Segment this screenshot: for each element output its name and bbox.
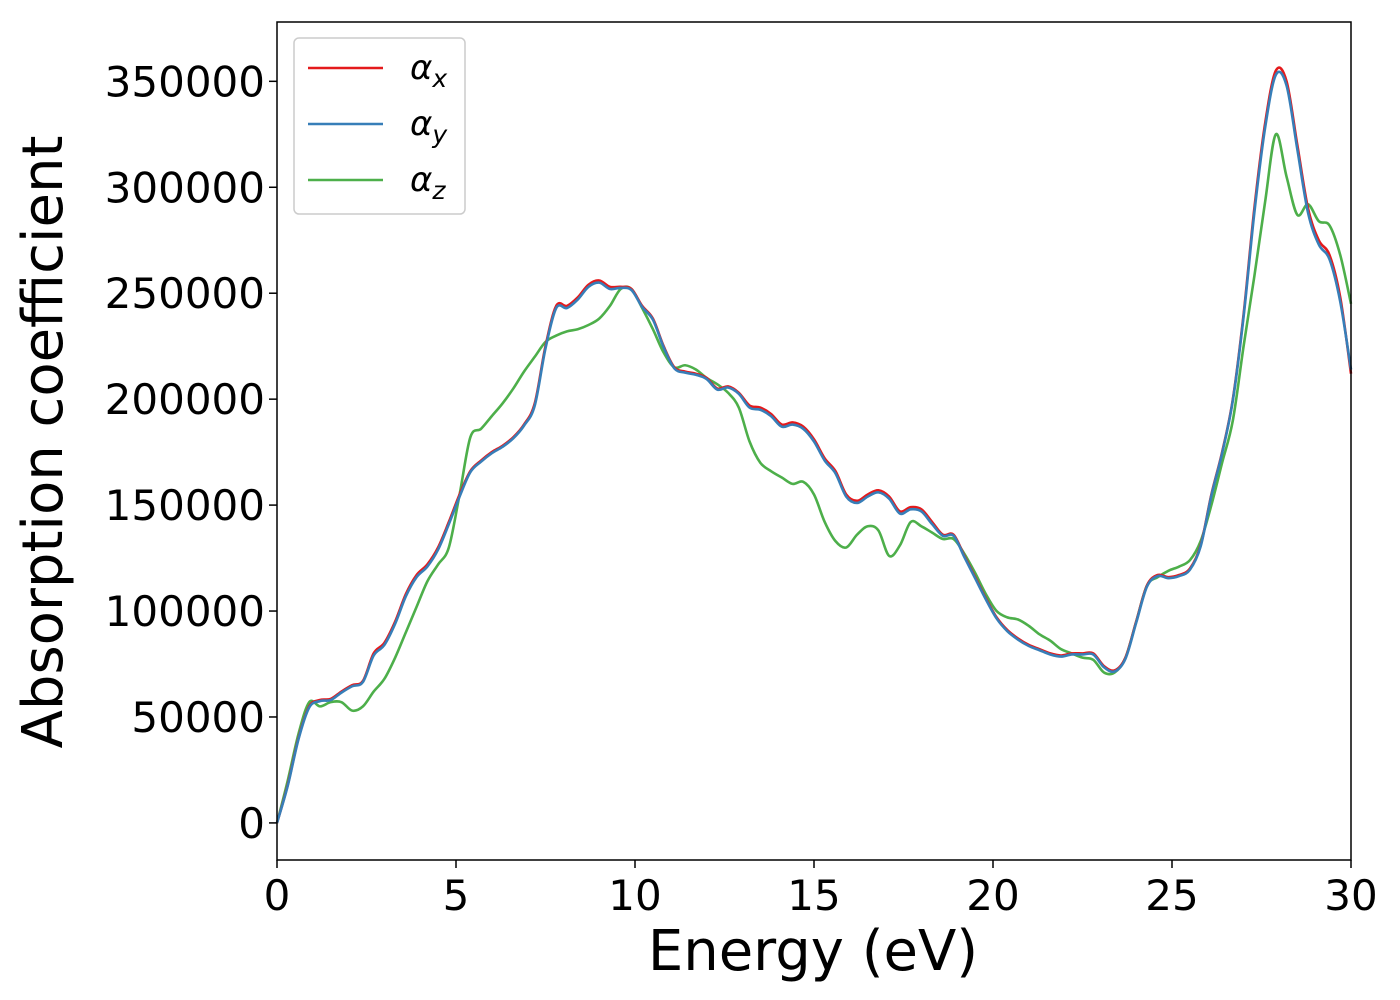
y-tick-label: 200000 [105, 375, 265, 424]
y-axis-label: Absorption coefficient [11, 136, 76, 749]
legend-box [293, 37, 466, 215]
x-axis-ticks: 0 5 10 15 20 25 30 [264, 860, 1378, 920]
legend-label-alpha-y: αy [410, 104, 448, 149]
y-tick-label: 350000 [105, 57, 265, 106]
x-axis-label: Energy (eV) [648, 919, 978, 984]
legend-label-alpha-z: αz [410, 160, 446, 205]
series-line-alpha-z [275, 132, 1353, 824]
x-tick-label: 5 [443, 871, 470, 920]
y-tick-label: 150000 [105, 481, 265, 530]
y-tick-label: 50000 [131, 693, 265, 742]
x-tick-label: 25 [1145, 871, 1198, 920]
x-tick-label: 15 [787, 871, 840, 920]
y-tick-label: 250000 [105, 269, 265, 318]
x-tick-label: 30 [1324, 871, 1377, 920]
legend-label-alpha-x: αx [410, 48, 447, 93]
series-line-alpha-y [275, 70, 1353, 824]
y-tick-label: 0 [238, 799, 265, 848]
x-tick-label: 10 [608, 871, 661, 920]
y-tick-label: 300000 [105, 163, 265, 212]
y-tick-label: 100000 [105, 587, 265, 636]
legend: αx αy αz [293, 37, 466, 215]
x-tick-label: 20 [966, 871, 1019, 920]
x-tick-label: 0 [264, 871, 291, 920]
y-axis-ticks: 0 50000 100000 150000 200000 250000 300000 3500… [105, 57, 277, 848]
series-layer [275, 66, 1353, 824]
